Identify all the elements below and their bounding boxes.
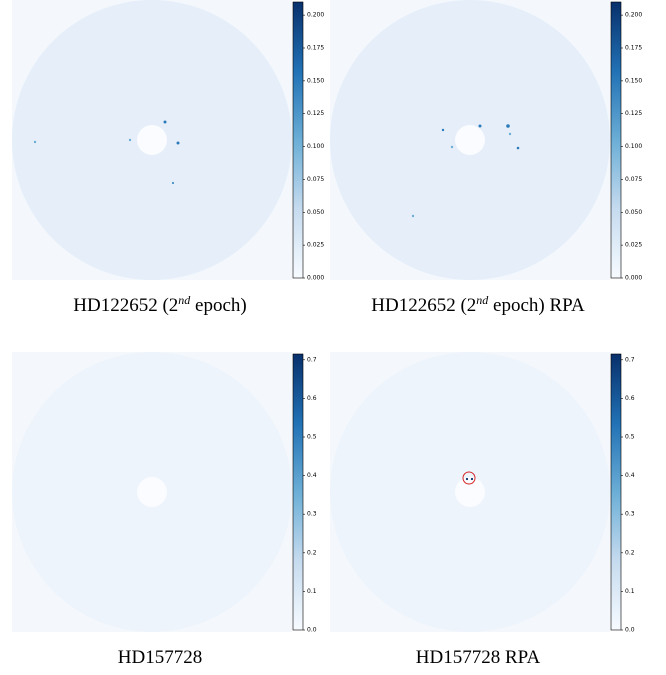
colorbar-tick-label: 0.200 bbox=[307, 12, 324, 19]
colorbar bbox=[610, 1, 622, 279]
colorbar-tick-label: 0.2 bbox=[307, 549, 317, 556]
colorbar-tick-label: 0.150 bbox=[625, 77, 642, 84]
colorbar-tick-label: 0.175 bbox=[307, 45, 324, 52]
colorbar-tick-label: 0.4 bbox=[625, 472, 635, 479]
colorbar-tick-label: 0.050 bbox=[625, 209, 642, 216]
colorbar-tick-label: 0.1 bbox=[307, 588, 317, 595]
caption-suffix: epoch) bbox=[190, 295, 246, 316]
caption-text: HD157728 RPA bbox=[416, 647, 541, 668]
caption: HD157728 RPA bbox=[416, 647, 541, 668]
image-mask bbox=[455, 125, 485, 155]
caption-text: HD122652 (2 bbox=[371, 295, 476, 316]
colorbar-tick-label: 0.075 bbox=[625, 176, 642, 183]
colorbar-tick-label: 0.1 bbox=[625, 588, 635, 595]
caption: HD157728 bbox=[118, 647, 202, 668]
caption-superscript: nd bbox=[178, 293, 191, 307]
colorbar-tick-label: 0.4 bbox=[307, 472, 317, 479]
caption-suffix: epoch) RPA bbox=[488, 295, 585, 316]
image-mask bbox=[455, 477, 485, 507]
colorbar-tick-label: 0.200 bbox=[625, 12, 642, 19]
caption: HD122652 (2nd epoch) bbox=[73, 293, 246, 316]
colorbar-tick-label: 0.050 bbox=[307, 209, 324, 216]
colorbar-tick-label: 0.3 bbox=[625, 511, 635, 518]
colorbar-tick-label: 0.000 bbox=[307, 275, 324, 282]
colorbar-tick-label: 0.0 bbox=[307, 627, 317, 634]
colorbar-tick-label: 0.5 bbox=[307, 433, 317, 440]
highlight-circle bbox=[462, 471, 476, 485]
colorbar-tick-label: 0.5 bbox=[625, 433, 635, 440]
colorbar bbox=[610, 353, 622, 631]
colorbar-tick-label: 0.3 bbox=[307, 511, 317, 518]
colorbar-tick-label: 0.100 bbox=[307, 143, 324, 150]
colorbar-tick-label: 0.6 bbox=[625, 395, 635, 402]
colorbar-tick-label: 0.025 bbox=[307, 242, 324, 249]
colorbar-tick-label: 0.125 bbox=[625, 110, 642, 117]
colorbar bbox=[292, 1, 304, 279]
colorbar-tick-label: 0.025 bbox=[625, 242, 642, 249]
colorbar-tick-label: 0.7 bbox=[625, 356, 635, 363]
caption: HD122652 (2nd epoch) RPA bbox=[371, 293, 585, 316]
colorbar-tick-label: 0.125 bbox=[307, 110, 324, 117]
image-mask bbox=[137, 477, 167, 507]
image-mask bbox=[137, 125, 167, 155]
colorbar-tick-label: 0.7 bbox=[307, 356, 317, 363]
colorbar-tick-label: 0.2 bbox=[625, 549, 635, 556]
colorbar bbox=[292, 353, 304, 631]
colorbar-tick-label: 0.150 bbox=[307, 77, 324, 84]
colorbar-tick-label: 0.000 bbox=[625, 275, 642, 282]
colorbar-tick-label: 0.075 bbox=[307, 176, 324, 183]
colorbar-tick-label: 0.6 bbox=[307, 395, 317, 402]
caption-text: HD157728 bbox=[118, 647, 202, 668]
colorbar-tick-label: 0.0 bbox=[625, 627, 635, 634]
colorbar-tick-label: 0.175 bbox=[625, 45, 642, 52]
speckles bbox=[33, 120, 520, 481]
caption-superscript: nd bbox=[476, 293, 489, 307]
colorbar-tick-label: 0.100 bbox=[625, 143, 642, 150]
caption-text: HD122652 (2 bbox=[73, 295, 178, 316]
